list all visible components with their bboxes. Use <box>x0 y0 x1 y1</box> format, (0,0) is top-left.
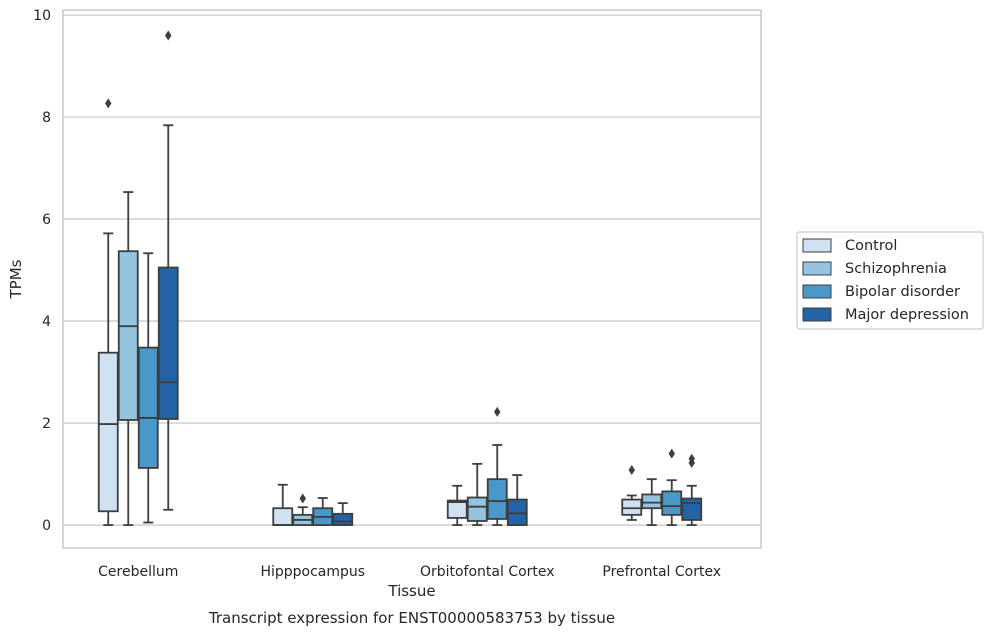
outlier-point <box>668 448 675 459</box>
chart-title: Transcript expression for ENST0000058375… <box>208 609 615 627</box>
box-body <box>332 512 354 526</box>
box <box>466 462 488 526</box>
legend-swatch <box>802 238 832 253</box>
box <box>681 453 703 526</box>
axis-ticks: 0 2 4 6 8 10 Cerebellum Hipppocampus Orbitofonta… <box>33 8 721 580</box>
outlier-point <box>105 98 112 109</box>
box <box>332 502 354 526</box>
boxes <box>97 30 703 526</box>
legend-swatch <box>802 261 832 276</box>
y-tick-label: 8 <box>42 110 51 126</box>
box-body <box>97 351 119 513</box>
legend-swatch <box>802 307 832 322</box>
box-body <box>661 490 683 516</box>
box <box>506 474 528 526</box>
box <box>312 497 334 526</box>
y-tick-label: 2 <box>42 416 51 432</box>
y-tick-label: 0 <box>42 518 51 534</box>
box-body <box>272 507 294 526</box>
box-body <box>621 498 643 516</box>
y-axis-label: TPMs <box>7 259 25 299</box>
legend: Control Schizophrenia Bipolar disorder Majo… <box>796 231 984 330</box>
box <box>661 448 683 526</box>
box <box>486 406 508 526</box>
box-body <box>681 497 703 521</box>
box-body <box>486 478 508 520</box>
x-axis-label: Tissue <box>387 582 435 600</box>
legend-label: Bipolar disorder <box>845 284 960 300</box>
outlier-point <box>688 453 695 464</box>
outlier-point <box>494 406 501 417</box>
x-tick-label: Hipppocampus <box>260 564 365 580</box>
x-tick-label: Cerebellum <box>98 564 178 580</box>
box-body <box>641 493 663 510</box>
box <box>641 478 663 526</box>
box <box>446 484 468 526</box>
box <box>621 464 643 521</box>
legend-frame <box>796 231 984 330</box>
box <box>117 191 139 526</box>
box <box>137 252 159 524</box>
y-tick-label: 4 <box>42 314 51 330</box>
plot-frame <box>62 9 762 549</box>
box-body <box>117 250 139 421</box>
legend-label: Control <box>845 238 897 254</box>
box <box>292 493 314 526</box>
legend-label: Major depression <box>845 307 969 323</box>
box-body <box>506 498 528 526</box>
grid-lines <box>63 14 761 526</box>
box <box>97 98 119 526</box>
y-tick-label: 10 <box>33 8 51 24</box>
box <box>157 30 179 511</box>
outlier-point <box>165 30 172 41</box>
y-tick-label: 6 <box>42 212 51 228</box>
legend-swatch <box>802 284 832 299</box>
legend-label: Schizophrenia <box>845 261 947 277</box>
box-body <box>157 266 179 420</box>
box <box>272 483 294 526</box>
outlier-point <box>299 493 306 504</box>
box-body <box>446 499 468 519</box>
x-tick-label: Orbitofontal Cortex <box>420 564 555 580</box>
x-tick-label: Prefrontal Cortex <box>602 564 721 580</box>
outlier-point <box>628 464 635 475</box>
box-body <box>137 346 159 469</box>
box-body <box>466 496 488 522</box>
